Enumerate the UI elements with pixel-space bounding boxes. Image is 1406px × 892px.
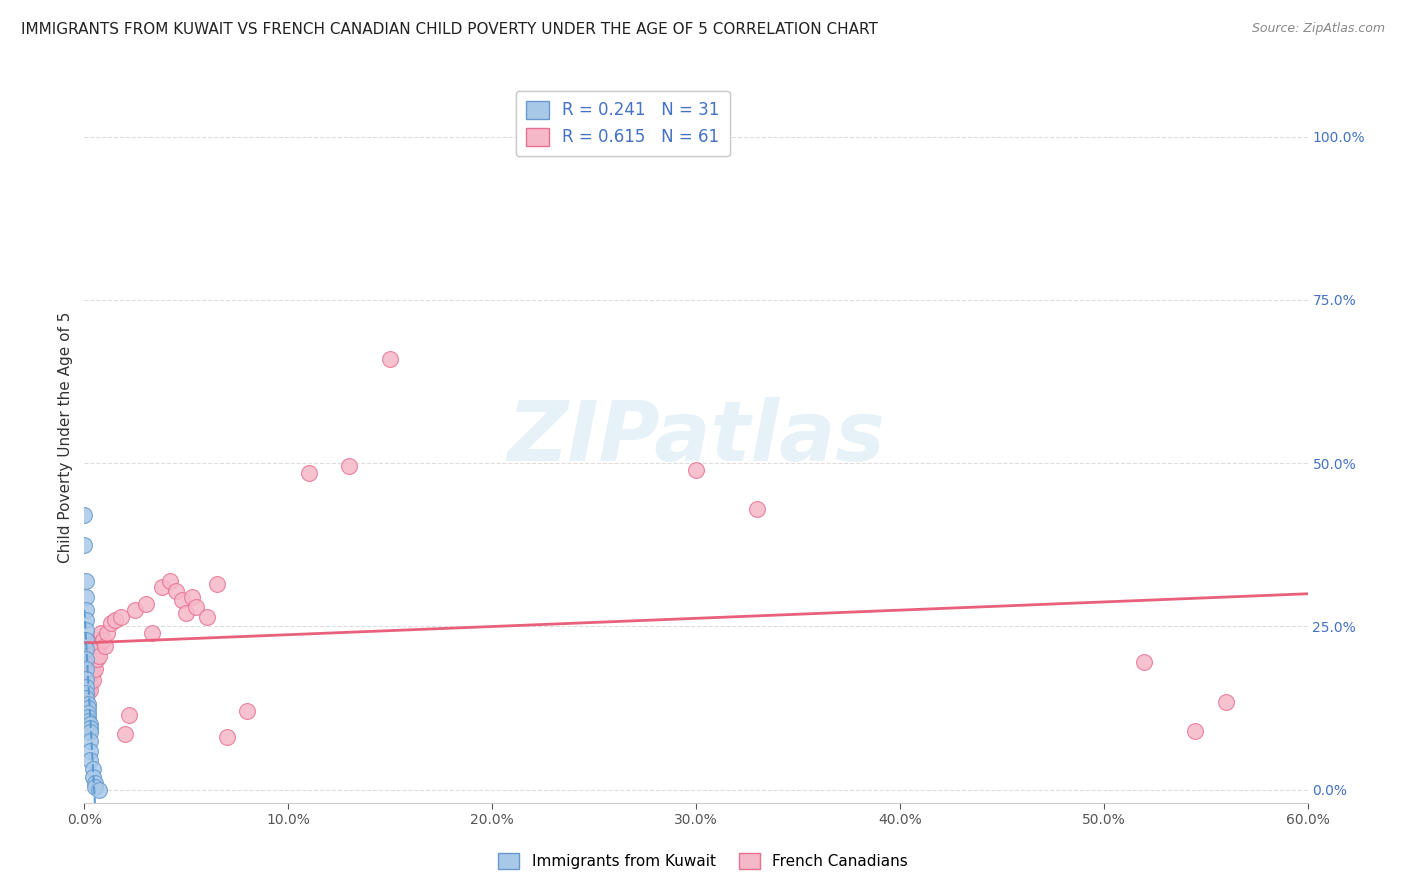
- Point: [1184, 723, 1206, 738]
- Point: [77, 658, 100, 673]
- Point: [86, 642, 108, 657]
- Point: [77, 706, 100, 720]
- Point: [380, 351, 402, 366]
- Point: [96, 626, 118, 640]
- Point: [195, 609, 218, 624]
- Point: [236, 705, 259, 719]
- Point: [141, 626, 163, 640]
- Point: [79, 683, 101, 698]
- Point: [77, 683, 100, 698]
- Point: [73, 652, 96, 666]
- Point: [77, 668, 100, 682]
- Legend: Immigrants from Kuwait, French Canadians: Immigrants from Kuwait, French Canadians: [492, 847, 914, 875]
- Point: [79, 668, 101, 682]
- Point: [83, 780, 105, 794]
- Y-axis label: Child Poverty Under the Age of 5: Child Poverty Under the Age of 5: [58, 311, 73, 563]
- Point: [75, 686, 97, 700]
- Point: [1215, 695, 1237, 709]
- Point: [90, 626, 112, 640]
- Point: [79, 725, 101, 739]
- Point: [172, 593, 194, 607]
- Text: Source: ZipAtlas.com: Source: ZipAtlas.com: [1251, 22, 1385, 36]
- Point: [87, 782, 110, 797]
- Point: [83, 776, 105, 790]
- Point: [75, 632, 97, 647]
- Point: [83, 636, 105, 650]
- Point: [100, 616, 122, 631]
- Point: [217, 731, 239, 745]
- Point: [124, 603, 146, 617]
- Point: [82, 673, 104, 687]
- Point: [73, 538, 96, 552]
- Point: [82, 642, 104, 657]
- Point: [83, 662, 105, 676]
- Point: [82, 762, 104, 776]
- Point: [82, 648, 104, 663]
- Point: [77, 709, 100, 723]
- Point: [75, 623, 97, 637]
- Point: [75, 668, 97, 682]
- Point: [1133, 656, 1156, 670]
- Point: [159, 574, 181, 588]
- Point: [77, 652, 100, 666]
- Point: [174, 607, 197, 621]
- Point: [79, 662, 101, 676]
- Point: [186, 599, 208, 614]
- Point: [83, 644, 105, 658]
- Point: [685, 463, 707, 477]
- Point: [75, 672, 97, 686]
- Point: [298, 466, 321, 480]
- Point: [91, 632, 114, 647]
- Point: [79, 753, 101, 767]
- Point: [75, 642, 97, 657]
- Point: [118, 707, 141, 722]
- Point: [135, 597, 157, 611]
- Point: [75, 574, 97, 588]
- Point: [747, 502, 769, 516]
- Point: [339, 459, 361, 474]
- Point: [79, 677, 101, 691]
- Point: [79, 743, 101, 757]
- Point: [83, 653, 105, 667]
- Point: [86, 632, 108, 647]
- Point: [77, 677, 100, 691]
- Point: [75, 686, 97, 700]
- Point: [205, 577, 228, 591]
- Legend: R = 0.241   N = 31, R = 0.615   N = 61: R = 0.241 N = 31, R = 0.615 N = 61: [516, 91, 730, 156]
- Point: [114, 727, 136, 741]
- Point: [86, 652, 108, 666]
- Text: IMMIGRANTS FROM KUWAIT VS FRENCH CANADIAN CHILD POVERTY UNDER THE AGE OF 5 CORRE: IMMIGRANTS FROM KUWAIT VS FRENCH CANADIA…: [21, 22, 877, 37]
- Point: [75, 680, 97, 694]
- Point: [82, 770, 104, 784]
- Point: [79, 717, 101, 731]
- Point: [87, 648, 110, 663]
- Point: [77, 701, 100, 715]
- Point: [150, 580, 173, 594]
- Point: [77, 697, 100, 711]
- Point: [110, 609, 132, 624]
- Point: [75, 692, 97, 706]
- Point: [75, 613, 97, 627]
- Point: [104, 613, 127, 627]
- Point: [77, 714, 100, 728]
- Point: [82, 657, 104, 672]
- Point: [75, 603, 97, 617]
- Point: [75, 652, 97, 666]
- Point: [87, 639, 110, 653]
- Point: [165, 583, 187, 598]
- Point: [79, 722, 101, 736]
- Point: [75, 590, 97, 604]
- Point: [181, 590, 204, 604]
- Point: [75, 678, 97, 692]
- Point: [79, 733, 101, 747]
- Point: [93, 639, 115, 653]
- Point: [82, 665, 104, 680]
- Point: [79, 656, 101, 670]
- Point: [75, 662, 97, 676]
- Point: [73, 508, 96, 523]
- Text: ZIPatlas: ZIPatlas: [508, 397, 884, 477]
- Point: [79, 648, 101, 663]
- Point: [75, 691, 97, 706]
